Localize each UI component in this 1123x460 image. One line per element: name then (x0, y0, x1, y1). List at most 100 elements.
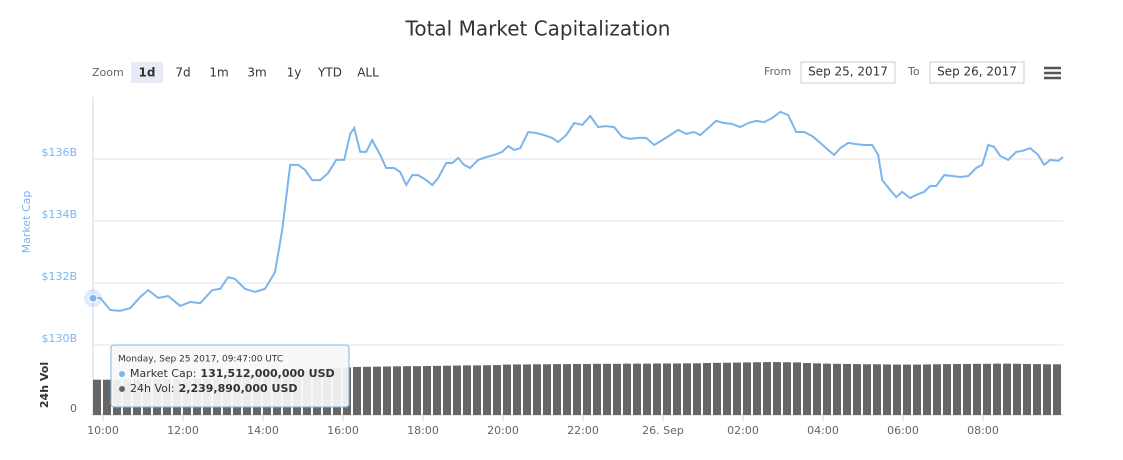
volume-bar (103, 379, 111, 415)
zoom-button-bg (131, 62, 163, 83)
volume-bar (743, 362, 751, 415)
volume-bar (923, 364, 931, 415)
tooltip-value: 2,239,890,000 USD (179, 382, 298, 395)
volume-bar (1003, 363, 1011, 415)
zoom-button[interactable]: 3m (247, 66, 266, 80)
chart-title: Total Market Capitalization (405, 17, 671, 41)
tooltip-label: 24h Vol: (130, 382, 175, 395)
to-label: To (907, 65, 920, 78)
y-tick-label: $136B (41, 146, 77, 159)
from-value[interactable]: Sep 25, 2017 (808, 65, 888, 79)
volume-bar (643, 363, 651, 415)
volume-bar (533, 364, 541, 415)
volume-bar (763, 362, 771, 415)
volume-bar (953, 363, 961, 415)
y-tick-label: $134B (41, 208, 77, 221)
from-input[interactable] (800, 61, 896, 84)
volume-bar (903, 364, 911, 415)
volume-bar (793, 362, 801, 415)
volume-bar (723, 362, 731, 415)
volume-bar (653, 363, 661, 415)
volume-bar (433, 365, 441, 415)
tooltip-label: Market Cap: (130, 367, 196, 380)
volume-bar (583, 363, 591, 415)
volume-bar (703, 363, 711, 415)
x-tick-label: 14:00 (247, 424, 279, 437)
volume-bar (963, 363, 971, 415)
volume-bar (553, 364, 561, 415)
x-tick-label: 12:00 (167, 424, 199, 437)
volume-bar (1033, 364, 1041, 415)
volume-bar (893, 364, 901, 415)
volume-bar (943, 364, 951, 415)
to-value[interactable]: Sep 26, 2017 (937, 65, 1017, 79)
y-axis-title: 24h Vol (38, 362, 51, 408)
volume-bar (803, 363, 811, 415)
volume-bar (973, 363, 981, 415)
x-tick-label: 06:00 (887, 424, 919, 437)
volume-bar (733, 362, 741, 415)
volume-bar (603, 363, 611, 415)
volume-bar (463, 365, 471, 415)
volume-bar (1013, 363, 1021, 415)
x-tick-label: 22:00 (567, 424, 599, 437)
zoom-button[interactable]: YTD (317, 66, 342, 80)
volume-bar (813, 363, 821, 415)
volume-bar (873, 364, 881, 415)
tooltip-dot (119, 386, 125, 392)
volume-bar (383, 366, 391, 415)
x-tick-label: 10:00 (87, 424, 119, 437)
volume-bar (93, 379, 101, 415)
volume-bar (543, 364, 551, 415)
volume-bar (593, 363, 601, 415)
volume-bar (823, 363, 831, 415)
tooltip-value: 131,512,000,000 USD (200, 367, 334, 380)
volume-bar (683, 363, 691, 415)
volume-bar (1043, 364, 1051, 415)
x-tick-label: 08:00 (967, 424, 999, 437)
zoom-button[interactable]: 1y (287, 66, 302, 80)
volume-bar (1053, 364, 1061, 415)
zoom-label: Zoom (92, 66, 124, 79)
volume-bar (613, 363, 621, 415)
volume-bar (833, 363, 841, 415)
volume-bar (373, 366, 381, 415)
volume-bar (693, 363, 701, 415)
zoom-button[interactable]: 1m (209, 66, 228, 80)
volume-bar (503, 364, 511, 415)
volume-bar (623, 363, 631, 415)
volume-bar (773, 362, 781, 415)
volume-bar (883, 364, 891, 415)
zoom-button[interactable]: 1d (139, 66, 156, 80)
volume-bar (753, 362, 761, 415)
volume-bar (1023, 363, 1031, 415)
market-cap-line (92, 110, 1064, 312)
volume-bar (933, 364, 941, 415)
x-tick-label: 20:00 (487, 424, 519, 437)
zoom-button[interactable]: ALL (357, 66, 379, 80)
volume-bar (913, 364, 921, 415)
x-tick-label: 18:00 (407, 424, 439, 437)
to-input[interactable] (929, 61, 1025, 84)
y-axis-title: Market Cap (20, 191, 33, 254)
y-tick-label: $132B (41, 270, 77, 283)
zoom-button[interactable]: 7d (175, 66, 190, 80)
tooltip-date: Monday, Sep 25 2017, 09:47:00 UTC (118, 355, 283, 365)
volume-bar (513, 364, 521, 415)
x-tick-label: 26. Sep (642, 424, 684, 437)
volume-bar (363, 366, 371, 415)
from-label: From (764, 65, 791, 78)
tooltip-box (110, 344, 350, 408)
volume-bar (523, 364, 531, 415)
volume-bar (633, 363, 641, 415)
volume-bar (563, 364, 571, 415)
hover-point (88, 293, 98, 303)
x-tick-label: 02:00 (727, 424, 759, 437)
volume-bar (843, 363, 851, 415)
volume-bar (993, 363, 1001, 415)
volume-bar (573, 363, 581, 415)
volume-bar (483, 365, 491, 415)
volume-bar (423, 366, 431, 415)
